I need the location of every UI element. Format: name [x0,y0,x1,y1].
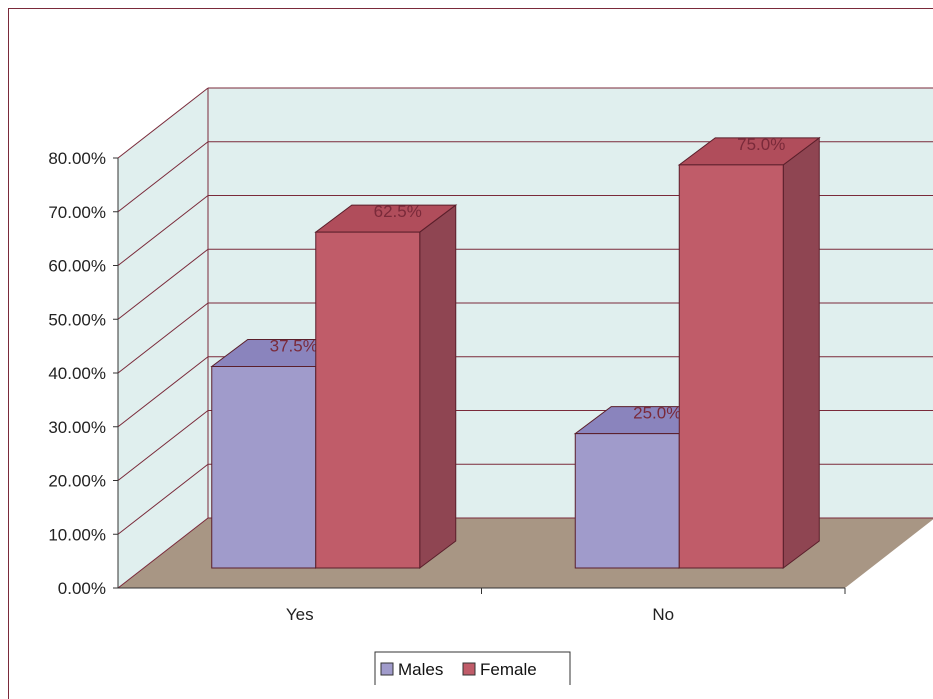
legend-swatch-males [380,662,394,676]
y-tick-label: 0.00% [58,579,106,598]
gridline-diagonal [117,410,209,481]
bar-side [782,136,820,569]
y-tick-label: 40.00% [48,364,106,383]
gridline-diagonal [117,87,209,159]
legend-label-males: Males [398,660,443,679]
legend-swatch-female [462,662,476,676]
y-tick-label: 30.00% [48,418,106,437]
y-tick-label: 20.00% [48,472,106,491]
gridline-diagonal [117,356,209,428]
y-tick-label: 50.00% [48,310,106,329]
bar-front [574,433,680,569]
data-label: 25.0% [633,404,681,423]
data-label: 62.5% [374,202,422,221]
bar-front [678,164,784,569]
bar-female-yes [314,204,458,569]
y-tick-label: 10.00% [48,525,106,544]
bar-chart: 0.00% 10.00% 20.00% 30.00% 40.00% 50.00% 60.00… [48,87,933,685]
data-label: 75.0% [737,135,785,154]
gridline-diagonal [117,517,209,589]
x-tick-label: No [652,605,674,624]
bar-female-no [677,136,821,569]
bar-front [211,365,317,569]
gridline-diagonal [117,248,209,320]
bar-front [315,231,421,569]
y-tick-label: 70.00% [48,203,106,222]
gridline-diagonal [117,463,209,535]
legend-label-female: Female [480,660,537,679]
gridline-diagonal [117,195,209,266]
data-label: 37.5% [270,336,318,355]
x-tick-label: Yes [286,605,314,624]
gridline-diagonal [117,302,209,374]
y-tick-label: 60.00% [48,257,106,276]
gridline-diagonal [117,141,209,213]
bar-side [419,204,457,569]
y-tick-label: 80.00% [48,149,106,168]
